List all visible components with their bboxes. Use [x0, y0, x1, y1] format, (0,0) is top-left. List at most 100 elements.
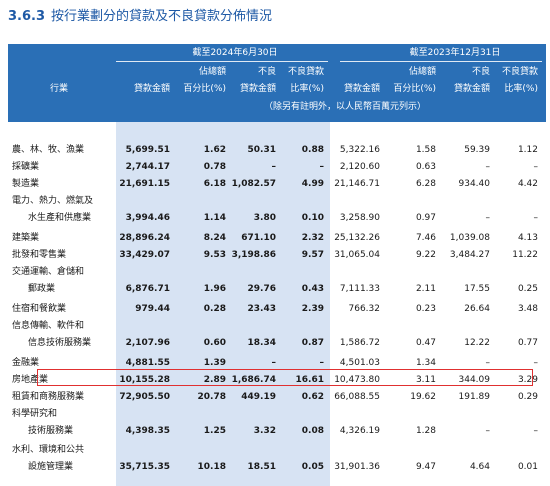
cell-f: 1.58: [415, 145, 436, 155]
cell-a: 6,876.71: [125, 284, 170, 294]
cell-f: 1.28: [415, 426, 436, 436]
col-npl-2024-l1: 不良: [257, 67, 276, 77]
cell-e: 10,473.80: [334, 375, 380, 385]
cell-g: 12.22: [464, 338, 490, 348]
table-header: 截至2024年6月30日 截至2023年12月31日 行業 貸款金額 佔總額 百…: [8, 44, 546, 122]
col-ratio-2024-l2: 比率(%): [290, 84, 324, 94]
cell-f: 2.11: [415, 284, 436, 294]
industry-name: 電力、熱力、燃氣及: [12, 196, 94, 206]
cell-f: 7.46: [415, 233, 436, 243]
cell-c: 449.19: [241, 392, 276, 402]
cell-e: 66,088.55: [334, 392, 380, 402]
table-row: 科學研究和 技術服務業 4,398.35 1.25 3.32 0.08 4,326.19 1.…: [8, 406, 546, 440]
cell-b: 1.14: [203, 213, 226, 223]
table-row: 批發和零售業 33,429.07 9.53 3,198.86 9.57 31,065.04…: [8, 247, 546, 264]
industry-name: 水生產和供應業: [28, 213, 92, 223]
industry-name: 租賃和商務服務業: [12, 392, 85, 402]
table-row: 水利、環境和公共 設施管理業 35,715.35 10.18 18.51 0.05 31,9…: [8, 442, 546, 476]
cell-e: 4,501.03: [339, 358, 380, 368]
cell-d: 0.43: [301, 284, 324, 294]
cell-e: 3,258.90: [339, 213, 380, 223]
cell-b: 9.53: [203, 250, 226, 260]
cell-a: 10,155.28: [119, 375, 170, 385]
industry-name: 技術服務業: [28, 426, 74, 436]
cell-a: 28,896.24: [119, 233, 170, 243]
cell-d: 0.62: [301, 392, 324, 402]
cell-b: 0.60: [203, 338, 226, 348]
cell-e: 31,901.36: [334, 462, 380, 472]
cell-e: 31,065.04: [334, 250, 380, 260]
col-ratio-2023-l2: 比率(%): [504, 84, 538, 94]
cell-b: 1.39: [203, 358, 226, 368]
table-row: 採礦業 2,744.17 0.78 – – 2,120.60 0.63 – –: [8, 159, 546, 176]
cell-c: 18.34: [247, 338, 276, 348]
col-loan-2023: 貸款金額: [343, 84, 380, 94]
table-row: 建築業 28,896.24 8.24 671.10 2.32 25,132.26 7.46 1…: [8, 230, 546, 247]
col-share-2024-l1: 佔總額: [198, 67, 226, 77]
col-share-2023-l1: 佔總額: [408, 67, 436, 77]
cell-d: –: [319, 162, 325, 172]
col-share-2023-l2: 百分比(%): [393, 84, 436, 94]
cell-d: 2.39: [301, 304, 324, 314]
col-npl-2024-l2: 貸款金額: [239, 84, 276, 94]
cell-d: 0.08: [301, 426, 324, 436]
cell-b: 0.78: [203, 162, 226, 172]
cell-e: 766.32: [348, 304, 381, 314]
table-row: 住宿和餐飲業 979.44 0.28 23.43 2.39 766.32 0.23 26.64…: [8, 301, 546, 318]
cell-g: –: [485, 162, 491, 172]
cell-a: 35,715.35: [119, 462, 170, 472]
cell-a: 4,398.35: [125, 426, 170, 436]
cell-c: 1,082.57: [231, 179, 276, 189]
cell-b: 10.18: [197, 462, 226, 472]
cell-h: 0.77: [517, 338, 538, 348]
industry-name: 採礦業: [12, 162, 40, 172]
cell-h: 0.29: [517, 392, 538, 402]
cell-g: 191.89: [458, 392, 491, 402]
industry-name: 建築業: [12, 233, 40, 243]
cell-f: 9.47: [415, 462, 436, 472]
cell-h: –: [533, 213, 539, 223]
cell-c: 23.43: [247, 304, 276, 314]
cell-d: 16.61: [295, 375, 324, 385]
table-row: 電力、熱力、燃氣及 水生產和供應業 3,994.46 1.14 3.80 0.10 3,25…: [8, 193, 546, 227]
cell-b: 0.28: [203, 304, 226, 314]
period-2024-label: 截至2024年6月30日: [192, 48, 278, 58]
cell-g: 59.39: [464, 145, 490, 155]
period-2023-label: 截至2023年12月31日: [409, 48, 501, 58]
industry-name: 設施管理業: [28, 462, 74, 472]
industry-name: 郵政業: [28, 284, 56, 294]
table-row: 信息傳輸、軟件和 信息技術服務業 2,107.96 0.60 18.34 0.87 1,58…: [8, 318, 546, 352]
cell-h: 1.12: [517, 145, 538, 155]
cell-h: 4.42: [517, 179, 538, 189]
table-row: 農、林、牧、漁業 5,699.51 1.62 50.31 0.88 5,322.16 1.5…: [8, 142, 546, 159]
cell-a: 4,881.55: [125, 358, 170, 368]
cell-e: 4,326.19: [339, 426, 380, 436]
cell-f: 3.11: [415, 375, 436, 385]
cell-g: 4.64: [469, 462, 490, 472]
cell-e: 7,111.33: [339, 284, 380, 294]
cell-c: 18.51: [247, 462, 276, 472]
section-heading: 3.6.3 按行業劃分的貸款及不良貸款分佈情況: [8, 7, 272, 27]
industry-name: 信息傳輸、軟件和: [12, 321, 85, 331]
cell-b: 20.78: [197, 392, 226, 402]
cell-d: 0.87: [301, 338, 324, 348]
cell-a: 33,429.07: [119, 250, 170, 260]
table-row: 租賃和商務服務業 72,905.50 20.78 449.19 0.62 66,088.5…: [8, 389, 546, 406]
cell-g: –: [485, 426, 491, 436]
cell-a: 2,744.17: [125, 162, 170, 172]
period-2023-rule: [340, 61, 542, 62]
industry-name: 信息技術服務業: [28, 338, 92, 348]
cell-d: 0.10: [301, 213, 324, 223]
industry-name: 製造業: [12, 179, 40, 189]
cell-e: 2,120.60: [339, 162, 380, 172]
cell-h: –: [533, 162, 539, 172]
section-title: 按行業劃分的貸款及不良貸款分佈情況: [51, 9, 273, 24]
cell-g: –: [485, 358, 491, 368]
cell-a: 72,905.50: [119, 392, 170, 402]
cell-c: 3,198.86: [231, 250, 276, 260]
industry-name: 金融業: [12, 358, 40, 368]
cell-d: 9.57: [301, 250, 324, 260]
table-row: 金融業 4,881.55 1.39 – – 4,501.03 1.34 – –: [8, 355, 546, 372]
col-npl-2023-l1: 不良: [471, 67, 490, 77]
